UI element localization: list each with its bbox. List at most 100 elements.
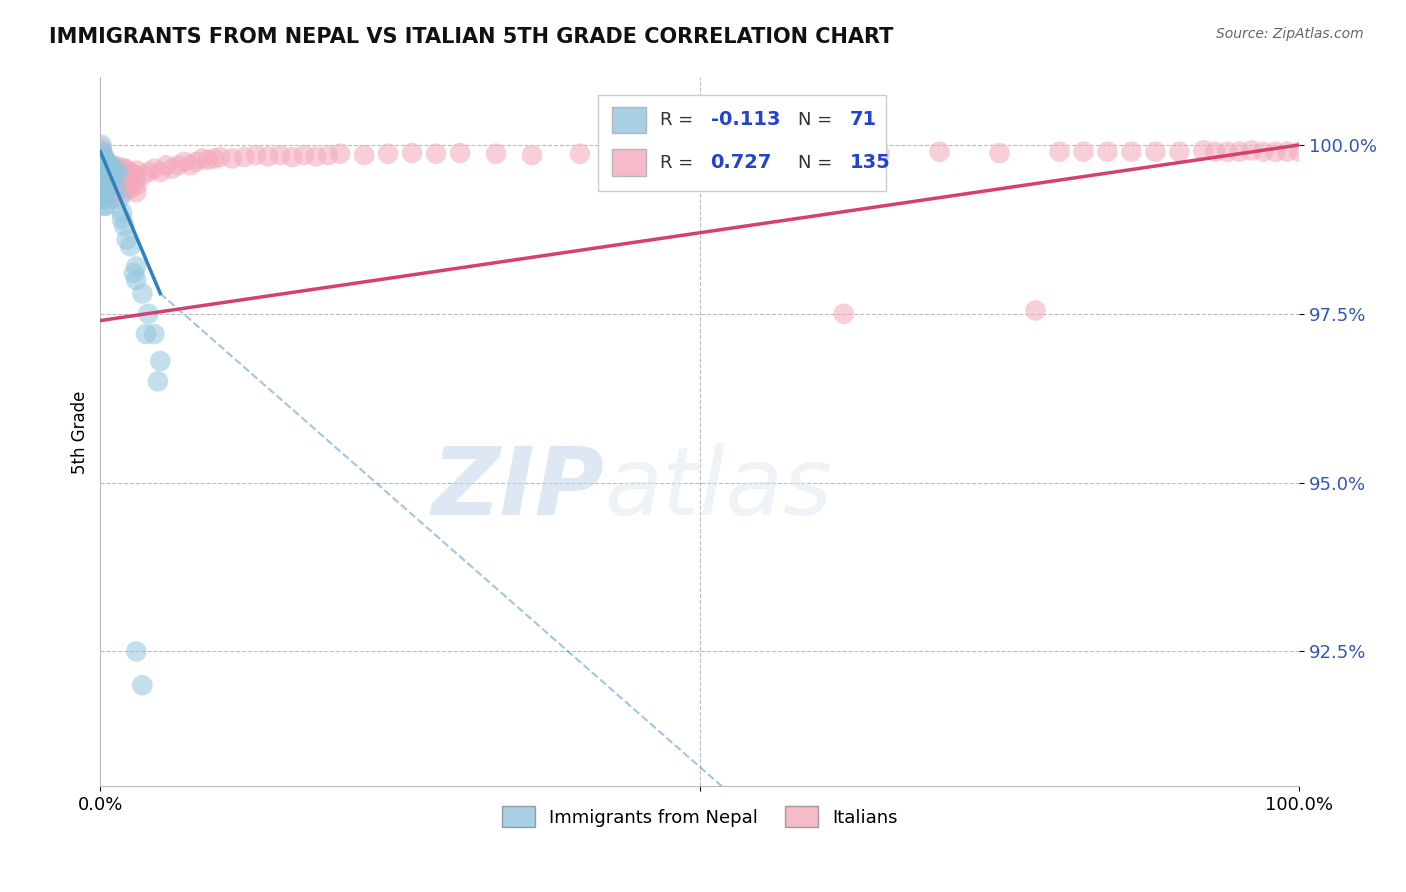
Point [93, 158, 115, 172]
Point [100, 173, 122, 187]
Text: R =: R = [661, 153, 699, 171]
Point [96, 178, 118, 193]
Point [101, 161, 124, 176]
Point [101, 175, 124, 189]
Point [1192, 144, 1215, 158]
Point [96, 175, 118, 189]
Point [94, 154, 117, 169]
Point [94, 152, 117, 166]
Point [94, 171, 117, 186]
Point [107, 165, 129, 179]
FancyBboxPatch shape [612, 106, 645, 134]
Text: 71: 71 [849, 111, 877, 129]
Point [111, 212, 134, 227]
Point [93, 165, 115, 179]
Point [1240, 144, 1263, 158]
Point [149, 354, 172, 368]
Text: N =: N = [799, 153, 838, 171]
Point [1049, 145, 1071, 159]
Point [96, 161, 118, 176]
Point [111, 205, 134, 219]
Point [1073, 145, 1095, 159]
Point [94, 178, 117, 193]
Point [1204, 145, 1226, 159]
Point [112, 219, 135, 233]
Point [869, 146, 891, 161]
Point [1288, 145, 1310, 159]
Point [221, 152, 243, 166]
Point [104, 165, 127, 179]
Point [689, 146, 711, 161]
Text: R =: R = [661, 111, 699, 129]
Point [90, 154, 112, 169]
Point [125, 163, 148, 178]
Point [93, 170, 115, 185]
Point [91, 152, 114, 166]
Point [98, 173, 121, 187]
Point [108, 171, 131, 186]
Point [97, 165, 120, 179]
Point [96, 158, 118, 172]
Point [1168, 145, 1191, 159]
Point [628, 148, 651, 162]
Point [112, 186, 135, 200]
Point [120, 182, 142, 196]
Point [104, 165, 127, 179]
Point [93, 152, 115, 166]
Point [101, 192, 124, 206]
Point [125, 171, 148, 186]
Point [100, 165, 122, 179]
Point [1144, 145, 1167, 159]
Point [90, 158, 112, 172]
Point [115, 169, 138, 183]
Point [125, 260, 148, 274]
Point [101, 178, 124, 193]
Point [112, 161, 135, 176]
Point [96, 182, 118, 196]
Point [98, 171, 121, 186]
Point [149, 165, 172, 179]
Point [93, 165, 115, 179]
Point [93, 154, 115, 169]
Point [94, 161, 117, 176]
Point [96, 175, 118, 189]
Point [93, 186, 115, 200]
Point [91, 165, 114, 179]
Point [120, 239, 142, 253]
Point [103, 169, 125, 183]
Text: N =: N = [799, 111, 838, 129]
Point [96, 158, 118, 172]
Point [100, 169, 122, 183]
Point [162, 161, 184, 176]
Point [988, 146, 1011, 161]
Point [93, 161, 115, 176]
Point [93, 160, 115, 174]
Point [90, 171, 112, 186]
Point [131, 169, 153, 183]
Point [1121, 145, 1143, 159]
Point [96, 165, 118, 179]
Point [91, 148, 114, 162]
FancyBboxPatch shape [598, 95, 886, 191]
Point [96, 160, 118, 174]
Point [97, 169, 120, 183]
Point [425, 146, 447, 161]
Point [155, 158, 177, 172]
Point [111, 182, 134, 196]
Legend: Immigrants from Nepal, Italians: Immigrants from Nepal, Italians [495, 799, 904, 834]
Point [125, 186, 148, 200]
Point [101, 158, 124, 172]
Point [93, 150, 115, 164]
Point [209, 150, 232, 164]
Point [98, 161, 121, 176]
Point [96, 199, 118, 213]
Point [179, 158, 201, 172]
Point [281, 150, 304, 164]
Point [136, 307, 159, 321]
Point [91, 145, 114, 159]
Point [111, 165, 134, 179]
Point [93, 166, 115, 180]
Point [104, 178, 127, 193]
Point [94, 171, 117, 186]
Point [136, 165, 159, 179]
